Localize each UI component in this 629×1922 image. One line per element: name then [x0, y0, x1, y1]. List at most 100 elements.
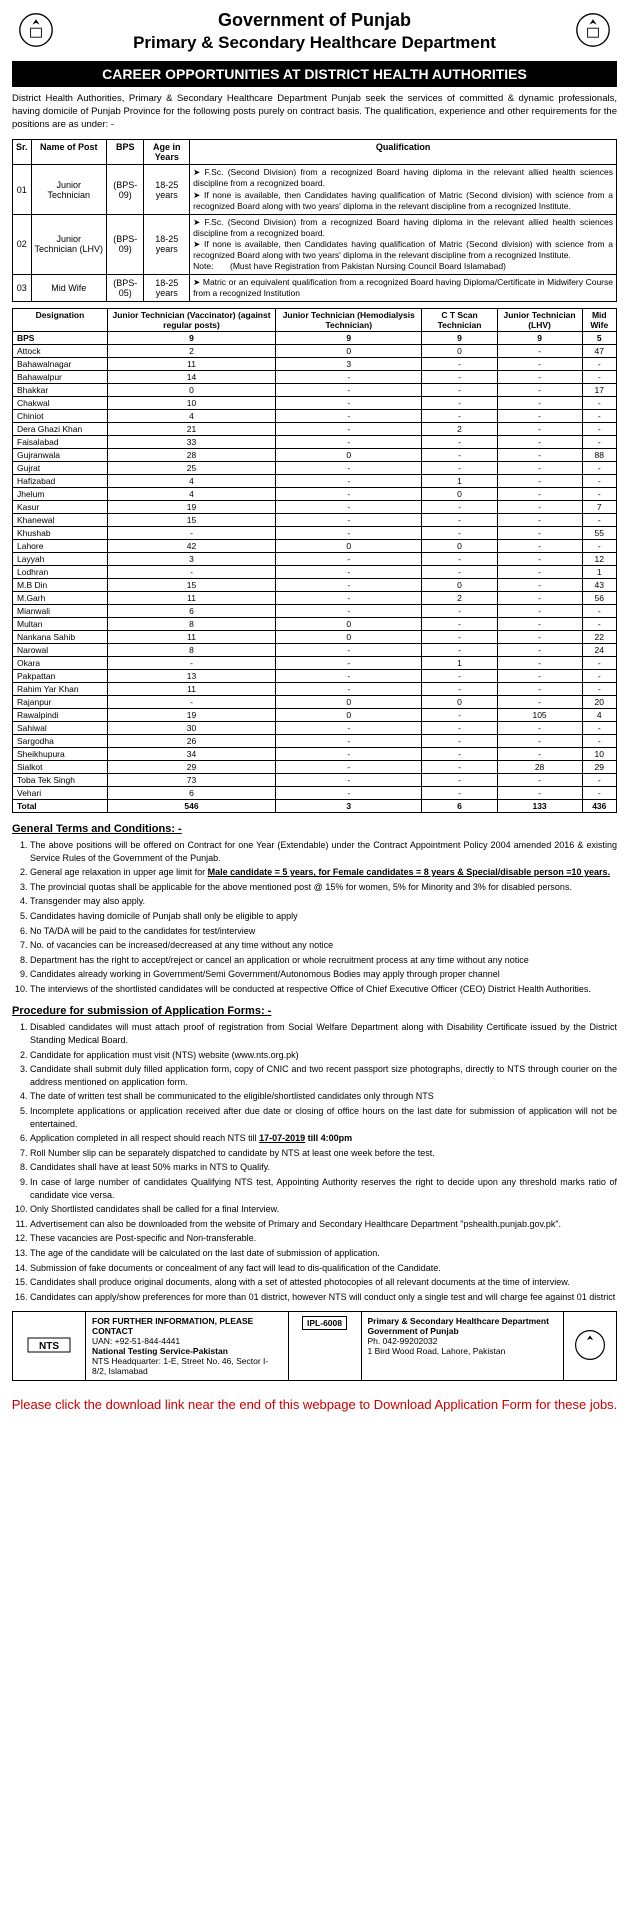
dist-cell: 6 — [108, 604, 276, 617]
dist-cell: - — [422, 357, 497, 370]
dist-cell: 9 — [108, 331, 276, 344]
dist-cell: 4 — [108, 487, 276, 500]
dist-cell: 15 — [108, 513, 276, 526]
dist-cell: 0 — [276, 448, 422, 461]
dist-cell: - — [497, 578, 582, 591]
procedure-item: Submission of fake documents or concealm… — [30, 1262, 617, 1275]
dist-cell: - — [582, 370, 616, 383]
dist-cell: - — [276, 461, 422, 474]
dist-cell: 10 — [108, 396, 276, 409]
terms-item: Department has the right to accept/rejec… — [30, 954, 617, 967]
terms-item: No TA/DA will be paid to the candidates … — [30, 925, 617, 938]
qual-cell: (BPS-09) — [107, 214, 144, 274]
dist-cell: - — [276, 760, 422, 773]
dist-cell: - — [276, 435, 422, 448]
dist-cell: Dera Ghazi Khan — [13, 422, 108, 435]
dist-cell: Lodhran — [13, 565, 108, 578]
dist-cell: 133 — [497, 799, 582, 812]
dist-cell: 546 — [108, 799, 276, 812]
dist-cell: - — [497, 773, 582, 786]
procedure-item: In case of large number of candidates Qu… — [30, 1176, 617, 1201]
dist-cell: 0 — [276, 617, 422, 630]
dist-cell: 4 — [108, 474, 276, 487]
dist-cell: - — [497, 552, 582, 565]
dist-cell: Chiniot — [13, 409, 108, 422]
dist-cell: - — [582, 656, 616, 669]
dist-cell: 33 — [108, 435, 276, 448]
terms-heading: General Terms and Conditions: - — [12, 823, 617, 835]
footer-dept: Primary & Secondary Healthcare Departmen… — [368, 1316, 558, 1326]
dist-cell: 42 — [108, 539, 276, 552]
dist-cell: - — [276, 396, 422, 409]
dist-cell: - — [276, 552, 422, 565]
dist-cell: - — [497, 747, 582, 760]
dist-cell: - — [422, 773, 497, 786]
dist-cell: 14 — [108, 370, 276, 383]
dist-cell: - — [582, 604, 616, 617]
dist-cell: - — [422, 461, 497, 474]
dist-cell: Pakpattan — [13, 669, 108, 682]
dist-cell: - — [497, 630, 582, 643]
qual-header: Age in Years — [144, 140, 190, 165]
dist-cell: - — [497, 409, 582, 422]
footer-ph: Ph. 042-99202032 — [368, 1336, 438, 1346]
dist-cell: - — [582, 461, 616, 474]
banner-title: CAREER OPPORTUNITIES AT DISTRICT HEALTH … — [12, 61, 617, 87]
dist-cell: M.Garh — [13, 591, 108, 604]
dist-cell: - — [276, 500, 422, 513]
dist-cell: - — [582, 773, 616, 786]
dist-cell: - — [276, 747, 422, 760]
dist-cell: - — [582, 435, 616, 448]
dist-cell: 0 — [108, 383, 276, 396]
qual-header: Qualification — [190, 140, 617, 165]
qual-header: Name of Post — [31, 140, 107, 165]
dist-cell: - — [108, 565, 276, 578]
dist-cell: - — [497, 383, 582, 396]
dist-cell: BPS — [13, 331, 108, 344]
dist-cell: - — [422, 500, 497, 513]
dist-cell: 2 — [422, 422, 497, 435]
dist-cell: 24 — [582, 643, 616, 656]
dist-cell: - — [582, 669, 616, 682]
dist-cell: - — [108, 526, 276, 539]
dist-cell: 11 — [108, 630, 276, 643]
dist-cell: 8 — [108, 643, 276, 656]
dist-cell: - — [422, 513, 497, 526]
qual-cell: ➤ Matric or an equivalent qualification … — [190, 274, 617, 301]
terms-item: No. of vacancies can be increased/decrea… — [30, 939, 617, 952]
dist-cell: - — [497, 565, 582, 578]
dist-cell: 28 — [497, 760, 582, 773]
dist-cell: 29 — [582, 760, 616, 773]
dist-cell: - — [422, 604, 497, 617]
dist-cell: - — [422, 370, 497, 383]
dist-cell: 0 — [422, 539, 497, 552]
dist-cell: - — [276, 656, 422, 669]
terms-item: General age relaxation in upper age limi… — [30, 866, 617, 879]
intro-text: District Health Authorities, Primary & S… — [12, 93, 617, 131]
qualification-table: Sr.Name of PostBPSAge in YearsQualificat… — [12, 139, 617, 302]
dist-cell: 4 — [582, 708, 616, 721]
dist-cell: Khanewal — [13, 513, 108, 526]
procedure-item: Candidates shall have at least 50% marks… — [30, 1161, 617, 1174]
dist-cell: Vehari — [13, 786, 108, 799]
dist-cell: - — [422, 630, 497, 643]
dist-cell: - — [582, 617, 616, 630]
dist-cell: - — [582, 682, 616, 695]
dist-cell: 19 — [108, 708, 276, 721]
dist-cell: - — [497, 370, 582, 383]
dist-cell: - — [276, 370, 422, 383]
qual-cell: 18-25 years — [144, 165, 190, 214]
dist-cell: - — [422, 552, 497, 565]
svg-text:NTS: NTS — [39, 1341, 59, 1352]
dist-cell: - — [497, 396, 582, 409]
dist-cell: - — [276, 643, 422, 656]
dist-cell: 11 — [108, 357, 276, 370]
dist-cell: - — [497, 604, 582, 617]
dist-cell: - — [422, 747, 497, 760]
procedure-item: These vacancies are Post-specific and No… — [30, 1232, 617, 1245]
dist-cell: - — [497, 656, 582, 669]
dist-cell: 1 — [422, 474, 497, 487]
dist-cell: 34 — [108, 747, 276, 760]
dist-cell: 1 — [582, 565, 616, 578]
qual-cell: ➤ F.Sc. (Second Division) from a recogni… — [190, 165, 617, 214]
